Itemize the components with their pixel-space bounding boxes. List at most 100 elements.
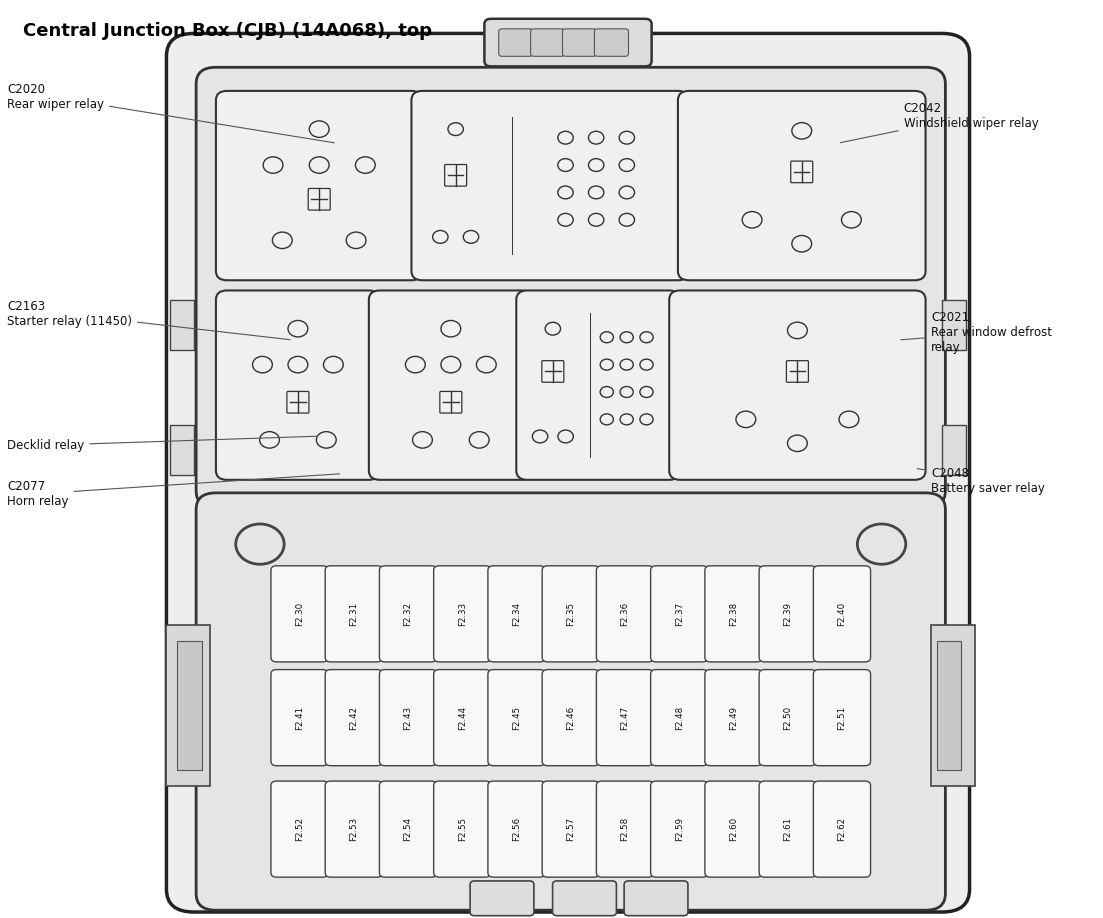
FancyBboxPatch shape bbox=[484, 18, 652, 66]
Text: F2.46: F2.46 bbox=[566, 706, 576, 730]
FancyBboxPatch shape bbox=[651, 781, 708, 878]
FancyBboxPatch shape bbox=[433, 781, 491, 878]
Text: C2021
Rear window defrost
relay: C2021 Rear window defrost relay bbox=[901, 311, 1052, 354]
FancyBboxPatch shape bbox=[705, 669, 762, 766]
Text: F2.50: F2.50 bbox=[783, 706, 792, 730]
Bar bbox=[170, 425, 194, 476]
FancyBboxPatch shape bbox=[597, 781, 654, 878]
FancyBboxPatch shape bbox=[759, 781, 816, 878]
FancyBboxPatch shape bbox=[597, 565, 654, 662]
Text: F2.35: F2.35 bbox=[566, 602, 576, 626]
FancyBboxPatch shape bbox=[813, 565, 870, 662]
Text: C2042
Windshield wiper relay: C2042 Windshield wiper relay bbox=[840, 102, 1038, 142]
FancyBboxPatch shape bbox=[325, 669, 383, 766]
FancyBboxPatch shape bbox=[678, 91, 925, 280]
Text: F2.53: F2.53 bbox=[350, 817, 358, 841]
Text: F2.56: F2.56 bbox=[512, 817, 521, 841]
Text: F2.45: F2.45 bbox=[512, 706, 521, 730]
FancyBboxPatch shape bbox=[670, 290, 925, 480]
Text: F2.57: F2.57 bbox=[566, 817, 576, 841]
Text: F2.44: F2.44 bbox=[458, 706, 467, 730]
Text: F2.42: F2.42 bbox=[350, 706, 358, 730]
FancyBboxPatch shape bbox=[563, 28, 597, 56]
FancyBboxPatch shape bbox=[167, 33, 970, 912]
Text: C2048
Battery saver relay: C2048 Battery saver relay bbox=[918, 467, 1045, 495]
Bar bbox=[942, 425, 966, 476]
FancyBboxPatch shape bbox=[595, 28, 629, 56]
Bar bbox=[931, 624, 975, 786]
FancyBboxPatch shape bbox=[624, 881, 688, 915]
Text: F2.55: F2.55 bbox=[458, 817, 467, 841]
Text: F2.58: F2.58 bbox=[621, 817, 630, 841]
Bar bbox=[167, 624, 211, 786]
FancyBboxPatch shape bbox=[271, 669, 329, 766]
Text: C2163
Starter relay (11450): C2163 Starter relay (11450) bbox=[7, 300, 290, 340]
FancyBboxPatch shape bbox=[196, 493, 945, 911]
FancyBboxPatch shape bbox=[433, 565, 491, 662]
FancyBboxPatch shape bbox=[543, 781, 599, 878]
Text: F2.34: F2.34 bbox=[512, 602, 521, 626]
FancyBboxPatch shape bbox=[813, 669, 870, 766]
FancyBboxPatch shape bbox=[488, 565, 545, 662]
Bar bbox=[942, 300, 966, 351]
Text: F2.32: F2.32 bbox=[404, 602, 413, 626]
Bar bbox=[178, 641, 202, 769]
FancyBboxPatch shape bbox=[196, 67, 945, 508]
Text: Decklid relay: Decklid relay bbox=[7, 436, 318, 452]
FancyBboxPatch shape bbox=[543, 565, 599, 662]
Text: F2.52: F2.52 bbox=[295, 817, 304, 841]
Text: F2.61: F2.61 bbox=[783, 817, 792, 841]
FancyBboxPatch shape bbox=[651, 565, 708, 662]
FancyBboxPatch shape bbox=[216, 91, 422, 280]
FancyBboxPatch shape bbox=[216, 290, 379, 480]
FancyBboxPatch shape bbox=[379, 669, 437, 766]
FancyBboxPatch shape bbox=[516, 290, 681, 480]
FancyBboxPatch shape bbox=[488, 781, 545, 878]
FancyBboxPatch shape bbox=[705, 781, 762, 878]
Text: F2.39: F2.39 bbox=[783, 602, 792, 626]
FancyBboxPatch shape bbox=[325, 781, 383, 878]
FancyBboxPatch shape bbox=[543, 669, 599, 766]
Text: F2.31: F2.31 bbox=[350, 602, 358, 626]
FancyBboxPatch shape bbox=[411, 91, 689, 280]
FancyBboxPatch shape bbox=[433, 669, 491, 766]
FancyBboxPatch shape bbox=[271, 781, 329, 878]
Text: Central Junction Box (CJB) (14A068), top: Central Junction Box (CJB) (14A068), top bbox=[23, 21, 432, 39]
Text: F2.59: F2.59 bbox=[675, 817, 684, 841]
Text: F2.48: F2.48 bbox=[675, 706, 684, 730]
FancyBboxPatch shape bbox=[759, 669, 816, 766]
FancyBboxPatch shape bbox=[597, 669, 654, 766]
Text: F2.51: F2.51 bbox=[837, 706, 846, 730]
FancyBboxPatch shape bbox=[813, 781, 870, 878]
Text: C2020
Rear wiper relay: C2020 Rear wiper relay bbox=[7, 84, 334, 143]
Text: F2.54: F2.54 bbox=[404, 817, 413, 841]
FancyBboxPatch shape bbox=[379, 565, 437, 662]
Text: F2.37: F2.37 bbox=[675, 602, 684, 626]
Text: F2.38: F2.38 bbox=[729, 602, 738, 626]
FancyBboxPatch shape bbox=[531, 28, 565, 56]
FancyBboxPatch shape bbox=[379, 781, 437, 878]
Text: C2077
Horn relay: C2077 Horn relay bbox=[7, 474, 340, 508]
FancyBboxPatch shape bbox=[553, 881, 617, 915]
Bar bbox=[170, 300, 194, 351]
Text: F2.40: F2.40 bbox=[837, 602, 846, 626]
Text: F2.49: F2.49 bbox=[729, 706, 738, 730]
Text: F2.30: F2.30 bbox=[295, 602, 304, 626]
Text: F2.41: F2.41 bbox=[295, 706, 304, 730]
FancyBboxPatch shape bbox=[488, 669, 545, 766]
FancyBboxPatch shape bbox=[705, 565, 762, 662]
Text: F2.47: F2.47 bbox=[621, 706, 630, 730]
Text: F2.43: F2.43 bbox=[404, 706, 413, 730]
FancyBboxPatch shape bbox=[271, 565, 329, 662]
Bar bbox=[936, 641, 961, 769]
FancyBboxPatch shape bbox=[368, 290, 533, 480]
FancyBboxPatch shape bbox=[470, 881, 534, 915]
Text: F2.60: F2.60 bbox=[729, 817, 738, 841]
Text: F2.36: F2.36 bbox=[621, 602, 630, 626]
FancyBboxPatch shape bbox=[651, 669, 708, 766]
FancyBboxPatch shape bbox=[759, 565, 816, 662]
FancyBboxPatch shape bbox=[325, 565, 383, 662]
FancyBboxPatch shape bbox=[499, 28, 533, 56]
Text: F2.33: F2.33 bbox=[458, 602, 467, 626]
Text: F2.62: F2.62 bbox=[837, 817, 846, 841]
